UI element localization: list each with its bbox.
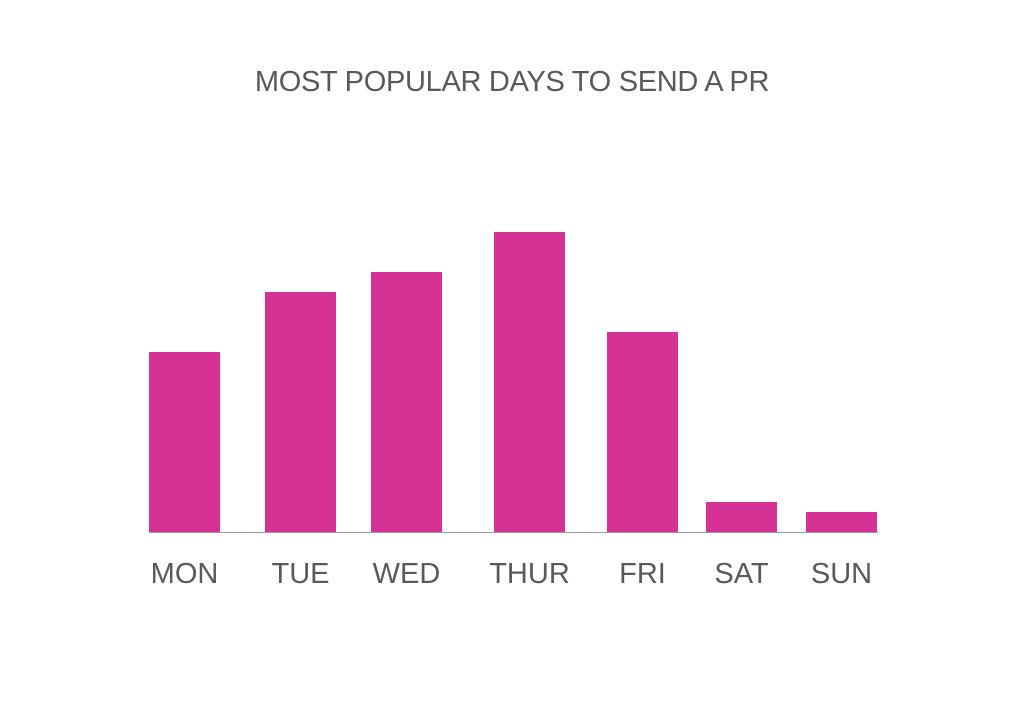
chart-title: MOST POPULAR DAYS TO SEND A PR xyxy=(254,66,770,98)
bar-mon xyxy=(149,352,220,532)
bar-sun xyxy=(806,512,877,532)
x-tick-label-fri: FRI xyxy=(619,558,666,590)
x-tick-label-thur: THUR xyxy=(489,558,570,590)
x-tick-label-sun: SUN xyxy=(811,558,872,590)
bar-sat xyxy=(706,502,777,532)
bar-fri xyxy=(607,332,678,532)
x-tick-label-tue: TUE xyxy=(272,558,330,590)
x-tick-label-wed: WED xyxy=(373,558,441,590)
bars-group xyxy=(149,232,877,532)
x-tick-labels: MON TUE WED THUR FRI SAT SUN xyxy=(151,558,872,590)
x-tick-label-sat: SAT xyxy=(714,558,769,590)
x-tick-label-mon: MON xyxy=(151,558,219,590)
bar-thur xyxy=(494,232,565,532)
bar-wed xyxy=(371,272,442,532)
bar-tue xyxy=(265,292,336,532)
